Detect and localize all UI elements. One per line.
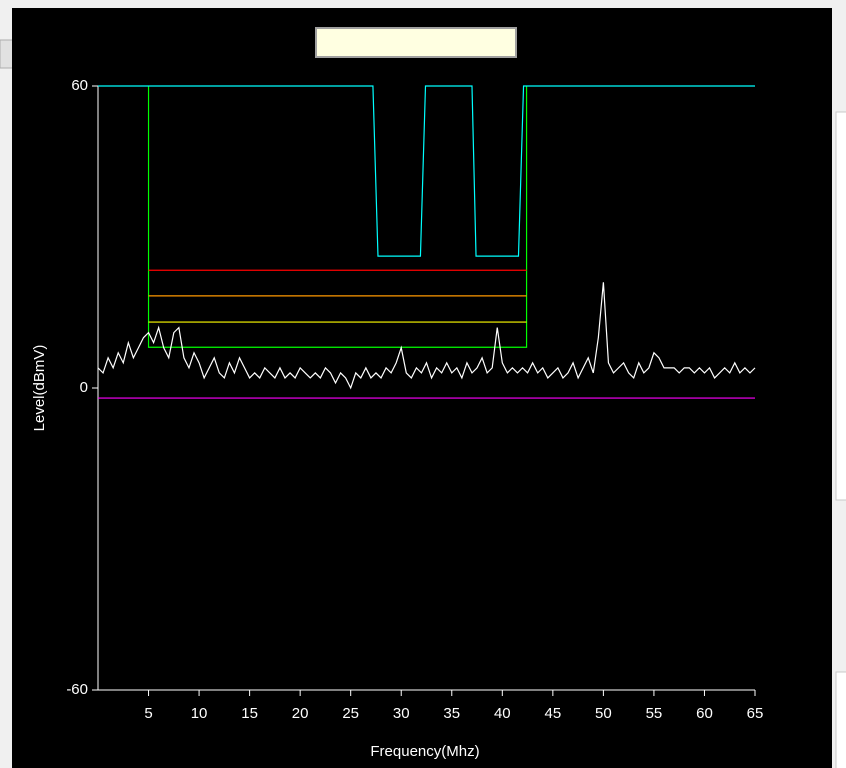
plot-panel [12, 8, 832, 768]
x-tick-label: 10 [191, 705, 208, 722]
y-tick-label: -60 [66, 681, 88, 698]
x-tick-label: 35 [443, 705, 460, 722]
y-tick-label: 60 [71, 77, 88, 94]
x-tick-label: 40 [494, 705, 511, 722]
series-line [98, 85, 755, 257]
x-axis-label: Frequency(Mhz) [370, 743, 479, 760]
x-tick-label: 50 [595, 705, 612, 722]
x-tick-label: 30 [393, 705, 410, 722]
x-tick-label: 55 [646, 705, 663, 722]
x-tick-label: 25 [342, 705, 359, 722]
y-tick-label: 0 [80, 379, 88, 396]
series-line [147, 86, 528, 348]
scroll-panel[interactable] [835, 111, 846, 501]
x-tick-label: 20 [292, 705, 309, 722]
x-tick-label: 60 [696, 705, 713, 722]
x-tick-label: 5 [144, 705, 152, 722]
x-tick-label: 65 [747, 705, 764, 722]
x-tick-label: 15 [241, 705, 258, 722]
side-control[interactable] [0, 39, 15, 69]
scroll-panel[interactable] [835, 671, 846, 768]
x-tick-label: 45 [545, 705, 562, 722]
text-box[interactable] [315, 27, 517, 58]
y-axis-label: Level(dBmV) [31, 345, 48, 432]
series-line [97, 282, 756, 390]
